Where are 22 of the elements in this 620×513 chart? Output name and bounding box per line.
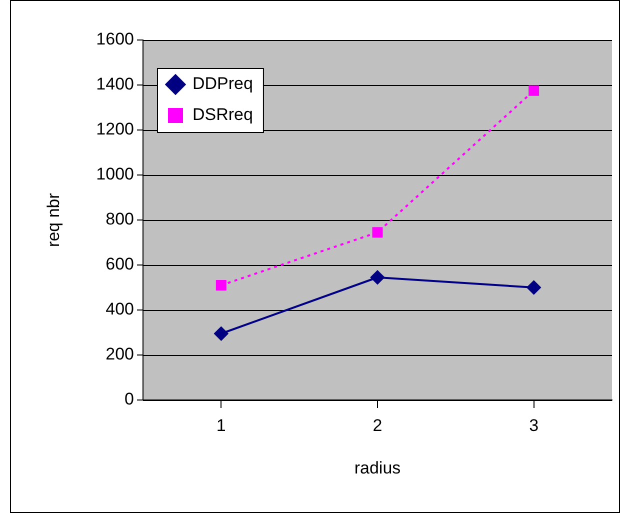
point bbox=[526, 280, 541, 294]
x-axis-title: radius bbox=[354, 458, 401, 478]
point bbox=[372, 227, 383, 238]
y-tick-label: 800 bbox=[106, 210, 134, 229]
y-axis-title: req nbr bbox=[44, 192, 63, 247]
y-tick-label: 1000 bbox=[96, 164, 134, 184]
y-tick-label: 600 bbox=[106, 254, 134, 274]
legend-label: DSRreq bbox=[192, 105, 253, 124]
point bbox=[528, 85, 540, 96]
y-tick-label: 200 bbox=[106, 344, 134, 364]
point bbox=[214, 326, 228, 341]
y-tick-label: 0 bbox=[124, 390, 134, 409]
x-tick-label: 1 bbox=[216, 416, 226, 435]
point bbox=[216, 280, 226, 290]
y-tick-label: 1600 bbox=[96, 30, 134, 49]
legend-label: DDPreq bbox=[192, 74, 253, 94]
y-tick-label: 1200 bbox=[96, 120, 134, 139]
y-tick-label: 400 bbox=[106, 300, 134, 319]
point bbox=[370, 270, 384, 284]
x-tick-label: 3 bbox=[529, 416, 539, 435]
x-tick-label: 2 bbox=[372, 416, 382, 435]
y-tick-label: 1400 bbox=[96, 74, 134, 94]
